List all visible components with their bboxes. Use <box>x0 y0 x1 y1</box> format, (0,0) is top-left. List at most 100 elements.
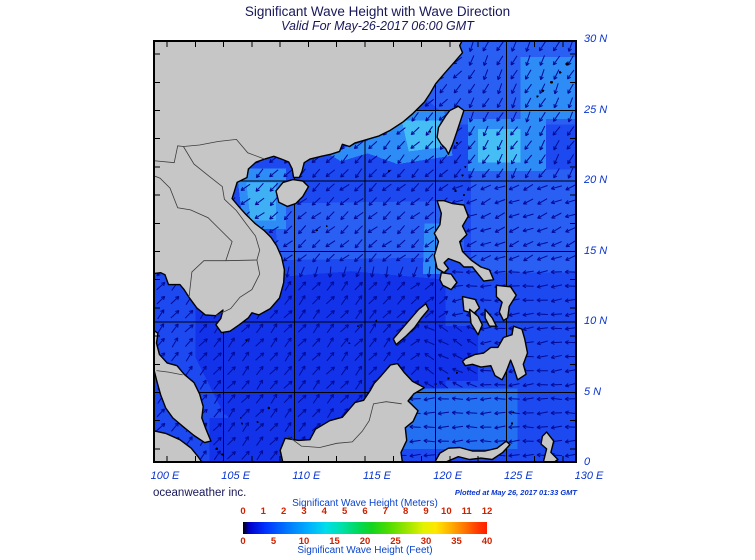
wave-direction-arrow <box>156 408 165 418</box>
wave-direction-arrow <box>255 422 265 432</box>
wave-direction-arrow <box>497 69 503 81</box>
wave-direction-arrow <box>254 212 265 219</box>
wave-direction-arrow <box>508 240 520 248</box>
wave-direction-arrow <box>452 353 463 360</box>
landmass-peninsula <box>152 329 212 444</box>
wave-height-zone <box>246 182 276 221</box>
wave-direction-arrow <box>382 295 392 305</box>
wave-direction-arrow <box>522 283 534 289</box>
wave-direction-arrow <box>425 253 434 263</box>
wave-direction-arrow <box>497 83 503 95</box>
wave-direction-arrow <box>550 312 563 317</box>
wave-direction-arrow <box>297 338 307 347</box>
wave-direction-arrow <box>298 379 306 390</box>
wave-direction-arrow <box>437 411 449 416</box>
wave-direction-arrow <box>466 240 477 247</box>
wave-direction-arrow <box>254 197 265 206</box>
island-dot <box>512 411 515 414</box>
wave-direction-arrow <box>171 351 179 362</box>
wave-direction-arrow <box>367 155 378 163</box>
wave-direction-arrow <box>284 295 292 305</box>
landmass-borneo <box>279 362 426 464</box>
wave-direction-arrow <box>438 380 449 389</box>
wave-direction-arrow <box>423 424 435 430</box>
wave-direction-arrow <box>564 424 577 430</box>
wave-direction-arrow <box>550 256 562 261</box>
wave-direction-arrow <box>522 312 534 317</box>
wave-direction-arrow <box>536 424 548 430</box>
wave-direction-arrow <box>550 298 562 303</box>
island-dot <box>455 371 458 374</box>
wave-direction-arrow <box>468 83 476 94</box>
island-dot <box>239 416 242 419</box>
meters-tick-1: 1 <box>260 506 266 517</box>
wave-direction-arrow <box>242 365 249 376</box>
feet-tick-25: 25 <box>390 536 401 547</box>
landmass-mindanao <box>461 325 529 381</box>
wave-direction-arrow <box>494 226 506 233</box>
island-dot <box>315 229 318 232</box>
wave-direction-arrow <box>297 239 307 249</box>
border-line <box>287 401 402 448</box>
wave-direction-arrow <box>423 339 435 346</box>
wave-direction-arrow <box>312 323 320 334</box>
wave-direction-arrow <box>284 421 292 432</box>
wave-direction-arrow <box>368 141 378 150</box>
wave-direction-arrow <box>565 184 576 191</box>
wave-direction-arrow <box>240 197 251 205</box>
wave-direction-arrow <box>382 211 391 221</box>
valid-time-subtitle: Valid For May-26-2017 06:00 GMT <box>281 19 474 33</box>
wave-direction-arrow <box>255 168 264 179</box>
wave-direction-arrow <box>185 337 194 347</box>
wave-direction-arrow <box>311 239 321 249</box>
wave-direction-arrow <box>298 422 306 432</box>
plotted-timestamp: Plotted at May 26, 2017 01:33 GMT <box>454 488 577 497</box>
wave-direction-arrow <box>268 226 279 234</box>
wave-direction-arrow <box>482 154 490 164</box>
wave-direction-arrow <box>566 69 575 80</box>
landmass-mindoro <box>439 272 458 291</box>
wave-direction-arrow <box>522 383 534 388</box>
wave-direction-arrow <box>269 380 278 390</box>
wave-direction-arrow <box>270 393 278 404</box>
wave-direction-arrow <box>551 241 562 247</box>
lon-label-100: 100 E <box>150 470 180 482</box>
wave-direction-arrow <box>452 367 463 374</box>
wave-direction-arrow <box>437 396 449 402</box>
wave-direction-arrow <box>423 410 435 416</box>
wave-direction-arrow <box>539 69 545 81</box>
wave-direction-arrow <box>171 337 179 348</box>
wave-direction-arrow <box>511 168 517 179</box>
wave-direction-arrow <box>511 111 517 123</box>
wave-direction-arrow <box>354 352 363 361</box>
landmass-palawan <box>392 303 430 346</box>
wave-direction-arrow <box>326 196 335 207</box>
landmass-panay <box>461 295 481 315</box>
wave-direction-arrow <box>437 438 449 444</box>
wave-direction-arrow <box>409 439 421 444</box>
meters-tick-9: 9 <box>423 506 429 517</box>
wave-direction-arrow <box>426 266 432 278</box>
wave-direction-arrow <box>453 98 462 108</box>
wave-direction-arrow <box>439 83 448 94</box>
wave-direction-arrow <box>396 168 405 178</box>
wave-direction-arrow <box>424 310 434 319</box>
wave-direction-arrow <box>382 197 391 206</box>
wave-direction-arrow <box>496 55 504 66</box>
wave-direction-arrow <box>412 266 418 278</box>
wave-direction-arrow <box>524 168 532 179</box>
wave-direction-arrow <box>395 254 406 262</box>
wave-direction-arrow <box>510 140 518 150</box>
wave-direction-arrow <box>368 182 377 192</box>
wave-direction-arrow <box>411 112 419 122</box>
border-line <box>152 175 233 261</box>
island-dot <box>455 141 458 144</box>
wave-direction-arrow <box>396 197 406 205</box>
island-dot <box>454 189 457 193</box>
feet-tick-20: 20 <box>359 536 371 547</box>
wave-direction-arrow <box>312 408 321 418</box>
wave-direction-arrow <box>508 453 520 458</box>
wave-direction-arrow <box>494 410 506 416</box>
wave-direction-arrow <box>467 140 476 150</box>
feet-tick-5: 5 <box>270 536 277 547</box>
